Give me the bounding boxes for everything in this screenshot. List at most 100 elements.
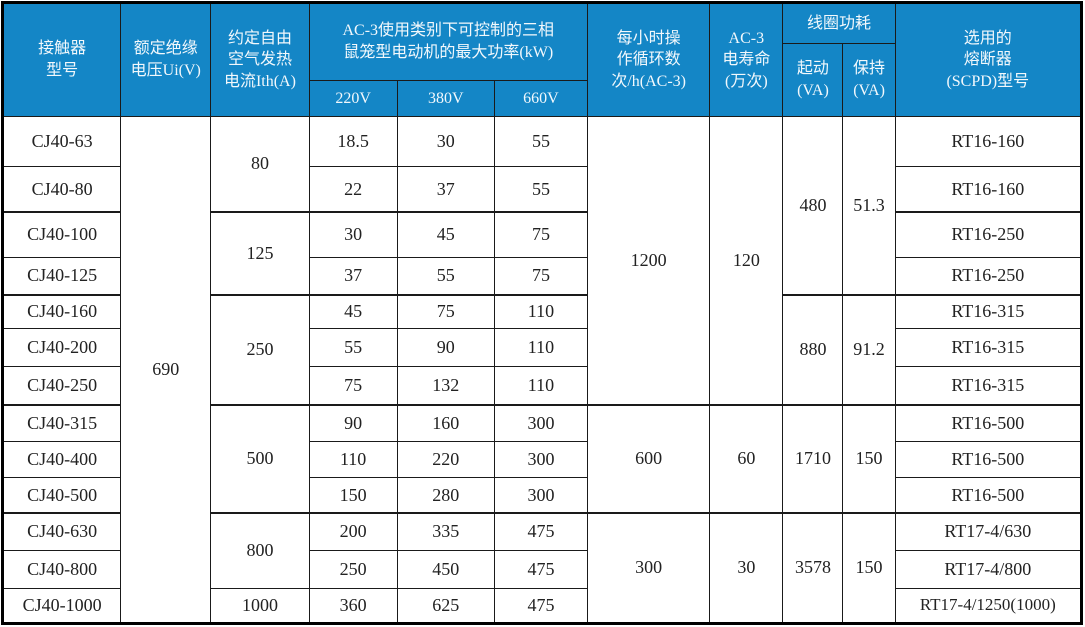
table-row: CJ40-80 22 37 55 RT16-160	[1, 166, 1083, 213]
cell-power-660: 55	[493, 115, 589, 168]
cell-model: CJ40-800	[1, 549, 122, 589]
cell-coil-hold: 51.3	[842, 116, 896, 296]
cell-insulation-voltage: 690	[120, 116, 212, 624]
cell-fuse: RT16-160	[894, 166, 1083, 213]
cell-fuse: RT17-4/1250(1000)	[894, 587, 1083, 625]
cell-coil-start: 880	[782, 294, 844, 406]
header-insulation-voltage: 额定绝缘 电压Ui(V)	[120, 2, 212, 117]
cell-power-220: 75	[308, 365, 398, 406]
cell-model: CJ40-500	[1, 477, 122, 514]
header-row-3: 220V 380V 660V	[3, 80, 1082, 117]
cell-power-380: 335	[396, 511, 495, 551]
cell-fuse: RT16-250	[894, 210, 1083, 258]
cell-fuse: RT16-315	[894, 327, 1083, 367]
cell-model: CJ40-250	[1, 365, 122, 406]
header-row-2: 起动 (VA) 保持 (VA)	[3, 43, 1082, 117]
table-header: 接触器 型号 额定绝缘 电压Ui(V) 约定自由 空气发热 电流Ith(A) A…	[1, 2, 1083, 117]
header-coil-power-group: 线圈功耗	[782, 2, 896, 44]
table-row: CJ40-400 110 220 300 RT16-500	[1, 441, 1083, 479]
table-row: CJ40-250 75 132 110 RT16-315	[1, 365, 1083, 406]
cell-power-660: 475	[493, 511, 589, 551]
cell-cycles: 300	[587, 511, 711, 624]
table-row: CJ40-630 800 200 335 475 300 30 3578 150…	[1, 511, 1083, 624]
cell-thermal-current-group: 80	[210, 115, 310, 213]
cell-power-380: 160	[396, 403, 495, 443]
header-model: 接触器 型号	[1, 2, 122, 117]
cell-power-660: 110	[493, 365, 589, 406]
header-electrical-life: AC-3 电寿命 (万次)	[709, 2, 784, 117]
cell-model: CJ40-315	[1, 403, 122, 443]
cell-power-380: 45	[396, 210, 495, 258]
header-row-1: 接触器 型号 额定绝缘 电压Ui(V) 约定自由 空气发热 电流Ith(A) A…	[1, 2, 1083, 117]
cell-coil-start: 3578	[782, 511, 844, 624]
cell-cycles: 600	[587, 403, 711, 514]
cell-power-220: 45	[308, 294, 398, 329]
cell-fuse: RT16-500	[894, 403, 1083, 443]
cell-power-220: 250	[308, 549, 398, 589]
cell-power-220: 200	[308, 511, 398, 551]
cell-fuse: RT17-4/630	[894, 511, 1083, 551]
cell-model: CJ40-400	[1, 441, 122, 479]
cell-thermal-current-group: 800	[210, 511, 310, 589]
header-max-power-group: AC-3使用类别下可控制的三相 鼠笼型电动机的最大功率(kW)	[308, 2, 589, 81]
cell-power-660: 475	[493, 587, 589, 625]
header-fuse-type: 选用的 熔断器 (SCPD)型号	[894, 2, 1083, 117]
cell-coil-hold: 150	[842, 403, 896, 514]
table-row: CJ40-125 37 55 75 RT16-250	[1, 256, 1083, 296]
cell-model: CJ40-630	[1, 511, 122, 551]
header-220v: 220V	[308, 80, 398, 117]
table-row: CJ40-100 125 30 45 75 RT16-250	[1, 210, 1083, 296]
cell-power-380: 625	[396, 587, 495, 625]
cell-power-220: 360	[308, 587, 398, 625]
cell-power-660: 75	[493, 210, 589, 258]
cell-life: 30	[709, 511, 784, 624]
cell-power-380: 450	[396, 549, 495, 589]
table-row: CJ40-200 55 90 110 RT16-315	[1, 327, 1083, 367]
table-row: CJ40-500 150 280 300 RT16-500	[1, 477, 1083, 514]
cell-fuse: RT16-500	[894, 441, 1083, 479]
cell-power-660: 475	[493, 549, 589, 589]
cell-coil-hold: 91.2	[842, 294, 896, 406]
cell-power-660: 110	[493, 327, 589, 367]
cell-fuse: RT17-4/800	[894, 549, 1083, 589]
header-cycles-per-hour: 每小时操 作循环数 次/h(AC-3)	[587, 2, 711, 117]
header-coil-start: 起动 (VA)	[782, 43, 844, 117]
cell-power-220: 110	[308, 441, 398, 479]
cell-thermal-current-group: 250	[210, 294, 310, 406]
cell-thermal-current-group: 500	[210, 403, 310, 514]
cell-power-220: 150	[308, 477, 398, 514]
header-660v: 660V	[493, 80, 589, 117]
table-row: CJ40-315 500 90 160 300 600 60 1710 150 …	[1, 403, 1083, 514]
cell-thermal-current-group: 125	[210, 210, 310, 296]
cell-power-380: 280	[396, 477, 495, 514]
cell-power-660: 55	[493, 166, 589, 213]
cell-coil-start: 1710	[782, 403, 844, 514]
table-body: CJ40-63 690 80 18.5 30 55 1200 120 480 5…	[1, 115, 1083, 625]
cell-life: 60	[709, 403, 784, 514]
header-thermal-current: 约定自由 空气发热 电流Ith(A)	[210, 2, 310, 117]
cell-cycles: 1200	[587, 115, 711, 406]
cell-model: CJ40-1000	[1, 587, 122, 625]
cell-power-220: 90	[308, 403, 398, 443]
cell-power-660: 300	[493, 441, 589, 479]
cell-power-220: 18.5	[308, 115, 398, 168]
cell-fuse: RT16-315	[894, 365, 1083, 406]
cell-life: 120	[709, 115, 784, 406]
cell-fuse: RT16-315	[894, 294, 1083, 329]
cell-power-660: 300	[493, 403, 589, 443]
cell-thermal-current-group: 1000	[210, 587, 310, 625]
cell-model: CJ40-100	[1, 210, 122, 258]
cell-power-660: 75	[493, 256, 589, 296]
table-row: CJ40-63 690 80 18.5 30 55 1200 120 480 5…	[1, 115, 1083, 624]
cell-model: CJ40-125	[1, 256, 122, 296]
cell-power-380: 220	[396, 441, 495, 479]
cell-model: CJ40-160	[1, 294, 122, 329]
cell-model: CJ40-80	[1, 166, 122, 213]
table-row: CJ40-1000 1000 360 625 475 RT17-4/1250(1…	[1, 587, 1083, 625]
cell-power-380: 132	[396, 365, 495, 406]
cell-power-660: 300	[493, 477, 589, 514]
cell-power-380: 30	[396, 115, 495, 168]
table-row: CJ40-160 250 45 75 110 880 91.2 RT16-315	[1, 294, 1083, 406]
cell-model: CJ40-63	[1, 115, 122, 168]
